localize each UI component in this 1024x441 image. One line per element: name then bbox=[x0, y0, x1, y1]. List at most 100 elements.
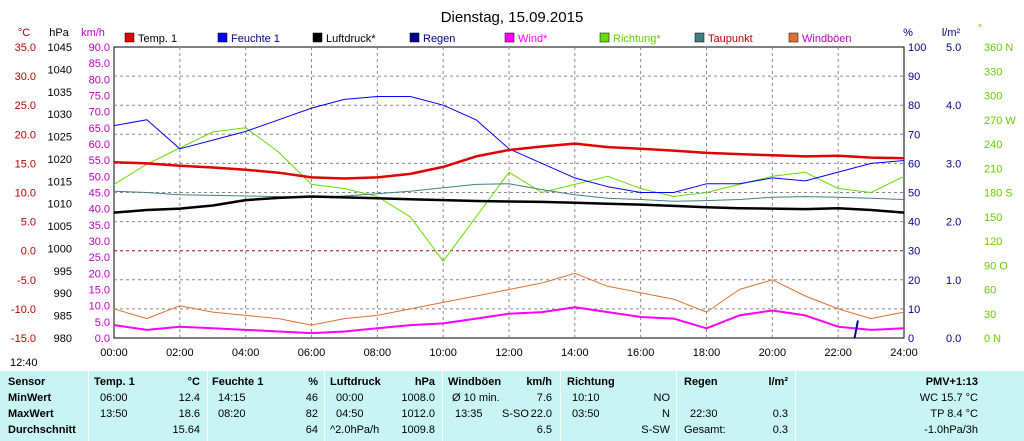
temp-tick-9: -10.0 bbox=[11, 304, 36, 316]
kmh-tick-4: 70.0 bbox=[89, 107, 110, 119]
x-tick-1: 02:00 bbox=[166, 347, 194, 359]
hpa-tick-2: 1035 bbox=[48, 87, 72, 99]
regen-total-label: Gesamt: bbox=[684, 424, 726, 436]
luftdruck-min: 1008.0 bbox=[401, 392, 435, 404]
windboeen-header: Windböen bbox=[448, 376, 502, 388]
temp-tick-6: 5.0 bbox=[21, 217, 36, 229]
richtung-header: Richtung bbox=[567, 376, 615, 388]
timestamp-label: 12:40 bbox=[10, 357, 38, 369]
legend-label-1: Feuchte 1 bbox=[231, 33, 280, 45]
temp-unit-label: °C bbox=[18, 27, 30, 39]
pmv-header: PMV+1:13 bbox=[925, 376, 978, 388]
deg-tick-0: 360 N bbox=[984, 42, 1013, 54]
legend-label-5: Richtung* bbox=[613, 33, 661, 45]
plot-area bbox=[113, 96, 905, 339]
windboeen-max-time: 13:35 bbox=[455, 408, 483, 420]
deg-tick-7: 150 bbox=[984, 212, 1002, 224]
regen-total: 0.3 bbox=[772, 424, 788, 436]
kmh-tick-1: 85.0 bbox=[89, 58, 110, 70]
x-tick-4: 08:00 bbox=[364, 347, 392, 359]
series-taupunkt bbox=[113, 183, 905, 202]
kmh-tick-10: 40.0 bbox=[89, 204, 110, 216]
pmv-wc: WC 15.7 °C bbox=[919, 392, 978, 404]
temp-tick-3: 20.0 bbox=[15, 129, 36, 141]
pct-tick-7: 30 bbox=[908, 246, 920, 258]
temp-tick-4: 15.0 bbox=[15, 158, 36, 170]
hpa-tick-0: 1045 bbox=[48, 42, 72, 54]
hpa-tick-6: 1015 bbox=[48, 176, 72, 188]
weather-chart: Dienstag, 15.09.2015 Temp. 1 Feuchte 1 Luf… bbox=[11, 9, 1016, 359]
row-label-sensor: Sensor bbox=[8, 376, 46, 388]
feuchte-max: 82 bbox=[305, 408, 318, 420]
pct-tick-9: 10 bbox=[908, 304, 920, 316]
legend-swatch-6 bbox=[694, 32, 705, 43]
hpa-tick-4: 1025 bbox=[48, 132, 72, 144]
kmh-tick-13: 25.0 bbox=[89, 252, 110, 264]
richtung-min-time: 10:10 bbox=[572, 392, 600, 404]
legend-label-6: Taupunkt bbox=[708, 33, 753, 45]
deg-tick-6: 180 S bbox=[984, 188, 1013, 200]
kmh-tick-11: 35.0 bbox=[89, 220, 110, 232]
pct-tick-4: 60 bbox=[908, 158, 920, 170]
luftdruck-avg: 1009.8 bbox=[401, 424, 435, 436]
kmh-tick-14: 20.0 bbox=[89, 268, 110, 280]
pct-tick-0: 100 bbox=[908, 42, 926, 54]
x-tick-3: 06:00 bbox=[298, 347, 326, 359]
luftdruck-header: Luftdruck bbox=[330, 376, 381, 388]
temp-tick-10: -15.0 bbox=[11, 333, 36, 345]
series-regen bbox=[853, 320, 859, 339]
hpa-tick-8: 1005 bbox=[48, 221, 72, 233]
deg-tick-5: 210 bbox=[984, 163, 1002, 175]
kmh-tick-17: 5.0 bbox=[95, 317, 110, 329]
x-tick-12: 24:00 bbox=[890, 347, 918, 359]
kmh-tick-16: 10.0 bbox=[89, 301, 110, 313]
feuchte-header: Feuchte 1 bbox=[212, 376, 264, 388]
temp-avg: 15.64 bbox=[172, 424, 200, 436]
hpa-unit-label: hPa bbox=[49, 27, 69, 39]
x-tick-8: 16:00 bbox=[627, 347, 655, 359]
deg-tick-11: 30 bbox=[984, 309, 996, 321]
feuchte-unit: % bbox=[308, 376, 318, 388]
kmh-tick-3: 75.0 bbox=[89, 91, 110, 103]
temp-min: 12.4 bbox=[178, 392, 200, 404]
deg-tick-12: 0 N bbox=[984, 333, 1001, 345]
kmh-tick-12: 30.0 bbox=[89, 236, 110, 248]
x-tick-0: 00:00 bbox=[100, 347, 128, 359]
pct-tick-1: 90 bbox=[908, 71, 920, 83]
kmh-tick-15: 15.0 bbox=[89, 285, 110, 297]
legend: Temp. 1 Feuchte 1 Luftdruck* Regen Wind* Rich… bbox=[124, 32, 852, 45]
temp-tick-0: 35.0 bbox=[15, 42, 36, 54]
richtung-max-time: 03:50 bbox=[572, 408, 600, 420]
regen-unit: l/m² bbox=[768, 376, 788, 388]
kmh-tick-0: 90.0 bbox=[89, 42, 110, 54]
deg-tick-4: 240 bbox=[984, 139, 1002, 151]
axes: 00:00 02:00 04:00 06:00 08:00 10:00 12:00 14:00… bbox=[11, 23, 1016, 359]
pct-tick-2: 80 bbox=[908, 100, 920, 112]
row-label-max: MaxWert bbox=[8, 408, 54, 420]
feuchte-avg: 64 bbox=[305, 424, 318, 436]
series-wind- bbox=[113, 306, 905, 335]
rain-tick-4: 1.0 bbox=[946, 275, 961, 287]
deg-tick-3: 270 W bbox=[984, 115, 1016, 127]
hpa-tick-12: 985 bbox=[54, 311, 72, 323]
deg-tick-10: 60 bbox=[984, 285, 996, 297]
x-tick-9: 18:00 bbox=[693, 347, 721, 359]
rain-unit-label: l/m² bbox=[942, 27, 961, 39]
kmh-tick-6: 60.0 bbox=[89, 139, 110, 151]
kmh-tick-5: 65.0 bbox=[89, 123, 110, 135]
pct-tick-8: 20 bbox=[908, 275, 920, 287]
hpa-tick-1: 1040 bbox=[48, 64, 72, 76]
legend-swatch-3 bbox=[409, 32, 420, 43]
temp-max: 18.6 bbox=[178, 408, 200, 420]
windboeen-max-dir: S-SO bbox=[502, 408, 529, 420]
hpa-tick-11: 990 bbox=[54, 288, 72, 300]
pmv-tp: TP 8.4 °C bbox=[930, 408, 978, 420]
richtung-min: NO bbox=[653, 392, 671, 404]
hpa-tick-7: 1010 bbox=[48, 199, 72, 211]
rain-tick-5: 0.0 bbox=[946, 333, 961, 345]
windboeen-min: 7.6 bbox=[536, 392, 552, 404]
regen-max-time: 22:30 bbox=[690, 408, 718, 420]
legend-swatch-5 bbox=[599, 32, 610, 43]
temp-tick-8: -5.0 bbox=[17, 275, 36, 287]
richtung-max: N bbox=[662, 408, 670, 420]
